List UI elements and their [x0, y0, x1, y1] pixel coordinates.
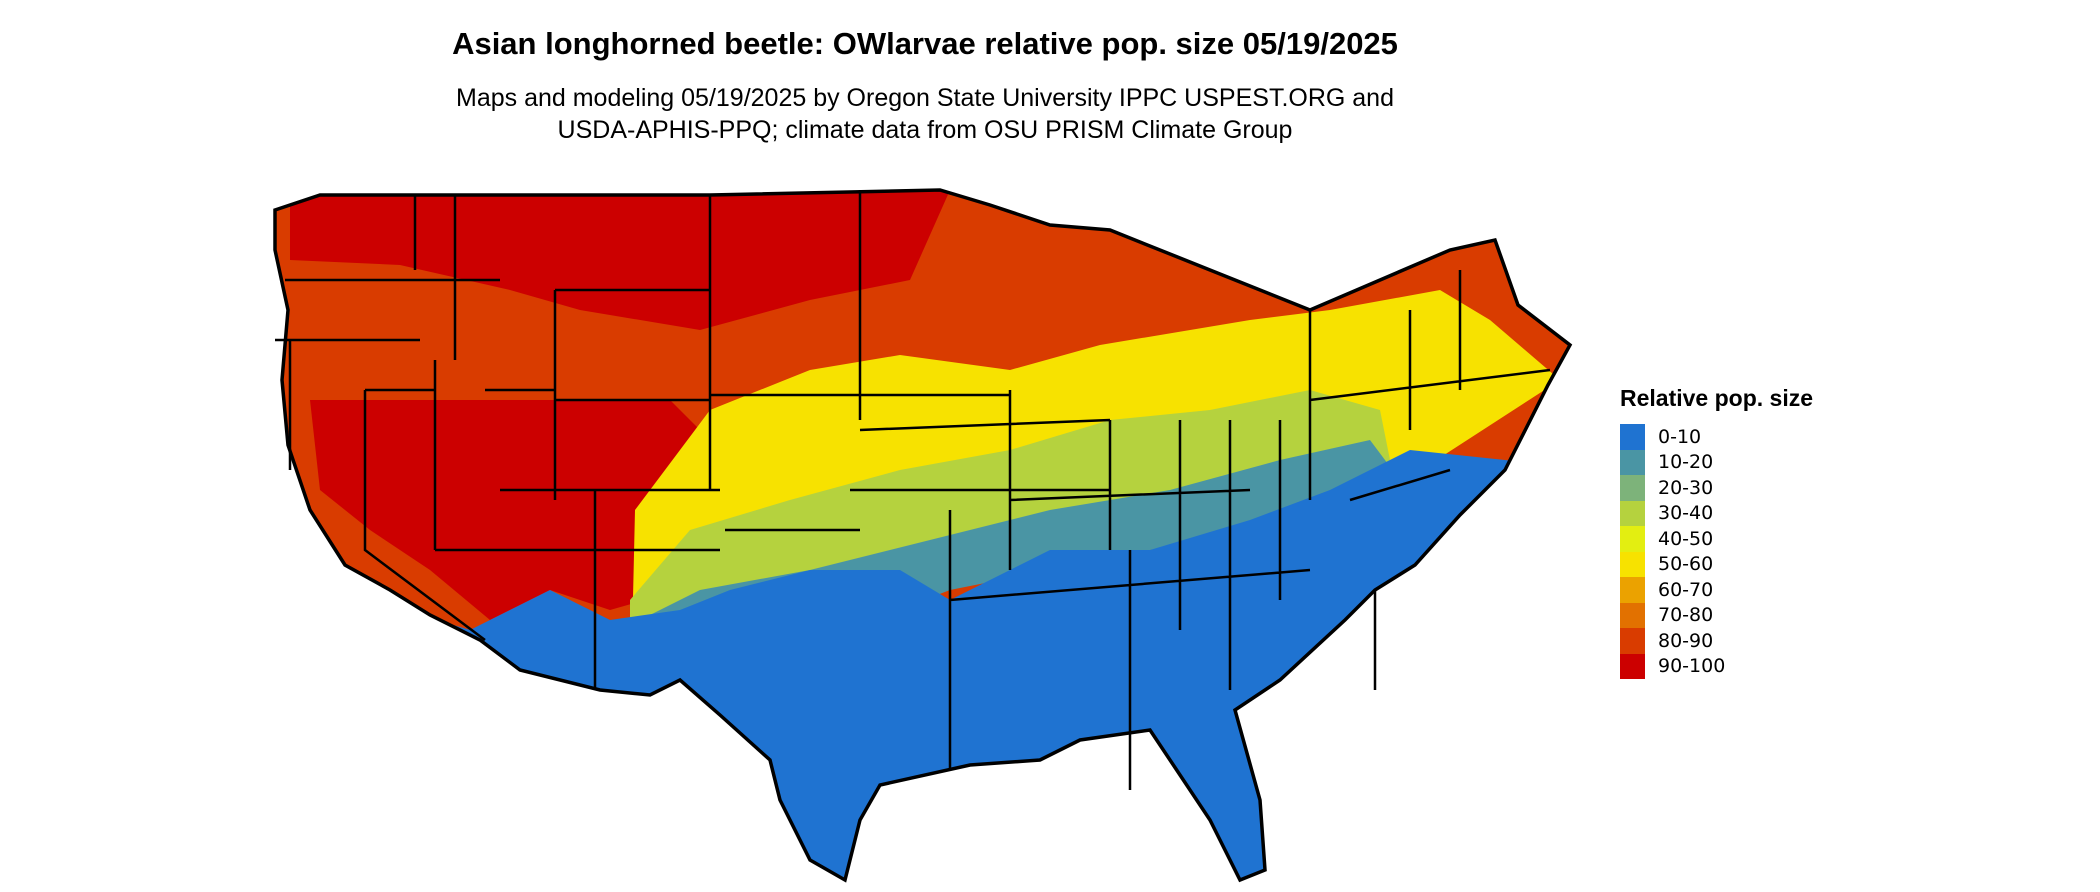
legend-label: 20-30 — [1658, 476, 1714, 499]
legend-label: 80-90 — [1658, 629, 1714, 652]
legend-swatch — [1620, 526, 1645, 552]
legend-swatch — [1620, 602, 1645, 628]
legend-label: 50-60 — [1658, 553, 1714, 576]
legend-item: 70-80 — [1620, 602, 1813, 628]
legend-label: 40-50 — [1658, 527, 1714, 550]
legend-item: 30-40 — [1620, 500, 1813, 526]
legend-item: 60-70 — [1620, 577, 1813, 603]
legend-items: 0-10 10-20 20-30 30-40 40-50 50-60 60-70… — [1620, 424, 1813, 679]
legend-label: 60-70 — [1658, 578, 1714, 601]
us-map — [273, 188, 1572, 882]
legend-item: 20-30 — [1620, 475, 1813, 501]
population-bands — [275, 190, 1570, 880]
legend-item: 80-90 — [1620, 628, 1813, 654]
legend-item: 50-60 — [1620, 551, 1813, 577]
legend-label: 0-10 — [1658, 425, 1702, 448]
legend-swatch — [1620, 424, 1645, 450]
legend-label: 90-100 — [1658, 655, 1726, 678]
legend-item: 90-100 — [1620, 653, 1813, 679]
legend-swatch — [1620, 475, 1645, 501]
legend-item: 40-50 — [1620, 526, 1813, 552]
legend-item: 0-10 — [1620, 424, 1813, 450]
legend-swatch — [1620, 500, 1645, 526]
band-30-40 — [630, 390, 1390, 730]
legend-title: Relative pop. size — [1620, 385, 1814, 411]
band-90-100-southwest — [310, 400, 720, 620]
legend-swatch — [1620, 551, 1645, 577]
legend-label: 70-80 — [1658, 604, 1714, 627]
legend: Relative pop. size 0-10 10-20 20-30 30-4… — [1620, 385, 1813, 679]
legend-item: 10-20 — [1620, 449, 1813, 475]
legend-label: 10-20 — [1658, 451, 1714, 474]
map-title: Asian longhorned beetle: OWlarvae relati… — [452, 26, 1398, 61]
state-borders — [273, 188, 1572, 882]
band-10-20 — [620, 440, 1400, 750]
legend-label: 30-40 — [1658, 502, 1714, 525]
legend-swatch — [1620, 577, 1645, 603]
legend-swatch — [1620, 628, 1645, 654]
legend-swatch — [1620, 449, 1645, 475]
map-subtitle-line-1: Maps and modeling 05/19/2025 by Oregon S… — [456, 84, 1394, 112]
map-subtitle-line-2: USDA-APHIS-PPQ; climate data from OSU PR… — [557, 116, 1293, 144]
legend-swatch — [1620, 653, 1645, 679]
